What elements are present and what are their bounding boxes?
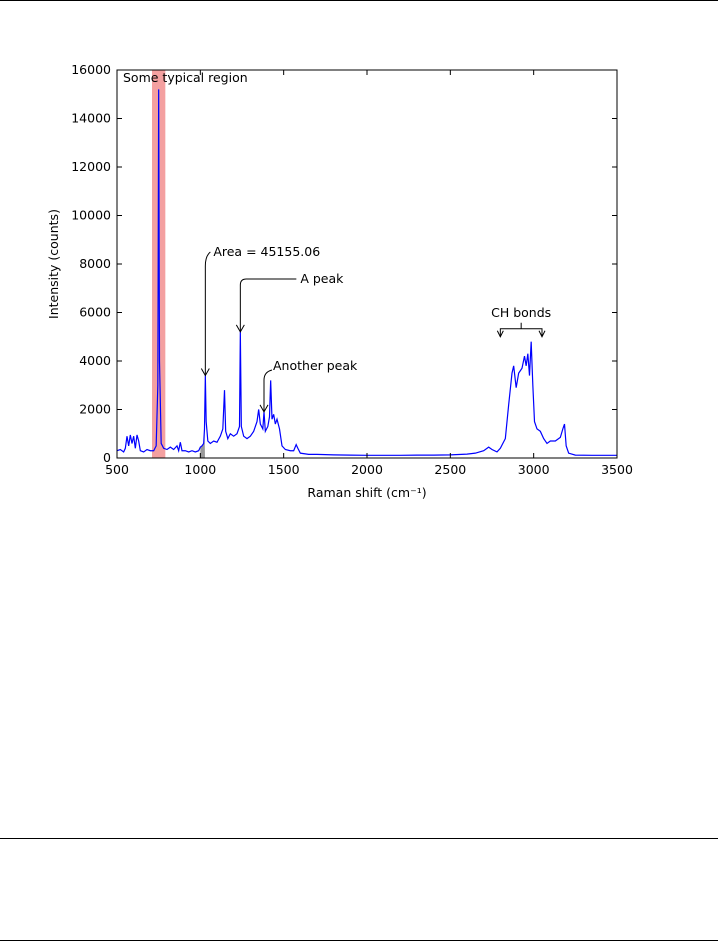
page-rule — [0, 838, 718, 839]
y-tick-label: 4000 — [79, 353, 111, 368]
y-tick-label: 6000 — [79, 305, 111, 320]
arrow-head — [200, 368, 210, 377]
x-tick-label: 2500 — [434, 462, 466, 477]
y-axis-label: Intensity (counts) — [46, 209, 61, 319]
area-fill — [200, 428, 205, 458]
annotation-bracket — [499, 322, 543, 337]
x-tick-label: 2000 — [351, 462, 383, 477]
annotation: Some typical region — [123, 70, 248, 85]
y-tick-label: 10000 — [71, 208, 111, 223]
page-rule — [0, 0, 718, 1]
y-tick-label: 2000 — [79, 402, 111, 417]
annotation-arrow — [239, 278, 297, 332]
y-tick-label: 14000 — [71, 111, 111, 126]
chart: Raman shift (cm⁻¹) Intensity (counts) 50… — [46, 62, 633, 500]
arrow-head — [235, 324, 245, 333]
annotation: Another peak — [273, 358, 358, 373]
annotation-arrow — [263, 369, 273, 412]
annotation: A peak — [300, 271, 344, 286]
y-tick-label: 8000 — [79, 256, 111, 271]
annotation: CH bonds — [491, 305, 551, 320]
arrow-head — [496, 330, 504, 338]
page-rule — [0, 940, 718, 941]
annotation-arrow — [204, 251, 211, 376]
arrow-head — [259, 404, 269, 413]
y-tick-label: 12000 — [71, 159, 111, 174]
x-tick-label: 3500 — [601, 462, 633, 477]
y-tick-label: 0 — [103, 450, 111, 465]
arrow-head — [538, 330, 546, 338]
plot-frame — [116, 69, 618, 459]
annotation: Area = 45155.06 — [213, 244, 320, 259]
x-tick-label: 3000 — [518, 462, 550, 477]
y-tick-label: 16000 — [71, 62, 111, 77]
x-tick-label: 1000 — [184, 462, 216, 477]
spectrum-line — [116, 89, 617, 456]
x-tick-label: 1500 — [268, 462, 300, 477]
x-tick-label: 500 — [105, 462, 129, 477]
x-axis-label: Raman shift (cm⁻¹) — [307, 485, 426, 500]
